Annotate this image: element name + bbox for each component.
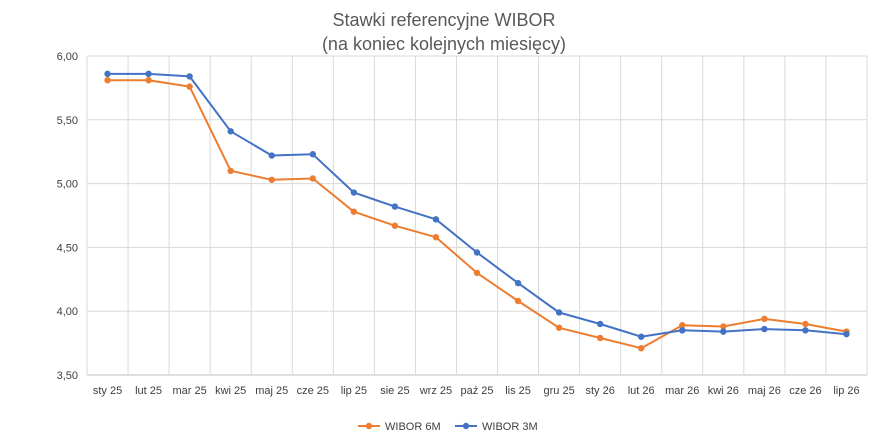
series-line	[107, 79, 847, 350]
y-axis-tick-labels: 3,50 4,00 4,50 5,00 5,50 6,00	[57, 51, 78, 382]
data-point	[391, 222, 399, 229]
data-point	[104, 77, 111, 84]
x-tick-label: cze 25	[297, 385, 329, 397]
data-point	[555, 324, 563, 331]
data-point	[802, 327, 809, 334]
data-point	[391, 203, 399, 210]
y-tick-label: 5,50	[57, 115, 78, 127]
legend-label: WIBOR 6M	[385, 421, 441, 433]
legend-label: WIBOR 3M	[482, 421, 538, 433]
chart-title: Stawki referencyjne WIBOR	[332, 10, 555, 30]
x-tick-label: lut 25	[135, 385, 162, 397]
data-point	[473, 269, 481, 277]
data-point	[843, 330, 850, 338]
data-point	[309, 151, 316, 158]
data-point	[227, 167, 234, 175]
series-lines	[104, 70, 850, 352]
data-point	[802, 320, 809, 328]
y-tick-label: 3,50	[57, 370, 78, 382]
data-point	[514, 297, 522, 305]
data-point	[761, 315, 768, 323]
data-point	[268, 152, 275, 159]
x-tick-label: sty 26	[585, 385, 614, 397]
legend-swatch-marker	[462, 422, 470, 430]
x-tick-label: lut 26	[628, 385, 655, 397]
data-point	[638, 333, 645, 340]
data-point	[432, 233, 440, 241]
x-tick-label: lip 25	[341, 385, 367, 397]
x-tick-label: lis 25	[505, 385, 531, 397]
data-point	[350, 189, 358, 196]
data-point	[145, 77, 152, 84]
data-point	[350, 208, 358, 215]
x-tick-label: maj 25	[255, 385, 288, 397]
x-tick-label: lip 26	[833, 385, 859, 397]
series-wibor-3m	[104, 70, 850, 340]
data-point	[679, 322, 686, 329]
x-axis-tick-labels: sty 25 lut 25 mar 25 kwi 25 maj 25 cze 25 lip …	[93, 385, 860, 397]
x-tick-label: sty 25	[93, 385, 122, 397]
data-point	[638, 345, 645, 352]
data-point	[186, 73, 193, 80]
x-tick-label: cze 26	[789, 385, 821, 397]
data-point	[268, 176, 275, 183]
x-tick-label: maj 26	[748, 385, 781, 397]
data-point	[720, 323, 727, 330]
x-tick-label: kwi 26	[708, 385, 739, 397]
data-point	[514, 279, 522, 287]
y-tick-label: 4,50	[57, 242, 78, 254]
data-point	[679, 327, 686, 334]
legend-swatch-marker	[365, 422, 373, 430]
series-line	[107, 72, 847, 338]
data-point	[596, 320, 604, 328]
x-tick-label: gru 25	[544, 385, 575, 397]
data-point	[596, 334, 604, 342]
y-tick-label: 5,00	[57, 179, 78, 191]
x-tick-label: mar 26	[665, 385, 699, 397]
data-point	[104, 70, 111, 78]
x-tick-label: wrz 25	[419, 385, 452, 397]
data-point	[761, 325, 768, 333]
x-tick-label: sie 25	[380, 385, 409, 397]
data-point	[432, 216, 440, 223]
series-wibor-6m	[104, 77, 850, 352]
y-tick-label: 4,00	[57, 306, 78, 318]
data-point	[720, 328, 727, 335]
data-point	[473, 249, 481, 256]
x-tick-label: paź 25	[460, 385, 493, 397]
data-point	[186, 83, 193, 90]
data-point	[145, 70, 152, 78]
data-point	[309, 175, 316, 182]
x-tick-label: mar 25	[173, 385, 207, 397]
data-point	[227, 128, 234, 135]
legend: WIBOR 6M WIBOR 3M	[358, 421, 538, 433]
chart-subtitle: (na koniec kolejnych miesięcy)	[322, 34, 566, 54]
legend-item: WIBOR 3M	[455, 421, 538, 433]
legend-item: WIBOR 6M	[358, 421, 441, 433]
x-tick-label: kwi 25	[215, 385, 246, 397]
gridlines	[86, 55, 868, 376]
data-point	[555, 309, 563, 316]
y-tick-label: 6,00	[57, 51, 78, 63]
